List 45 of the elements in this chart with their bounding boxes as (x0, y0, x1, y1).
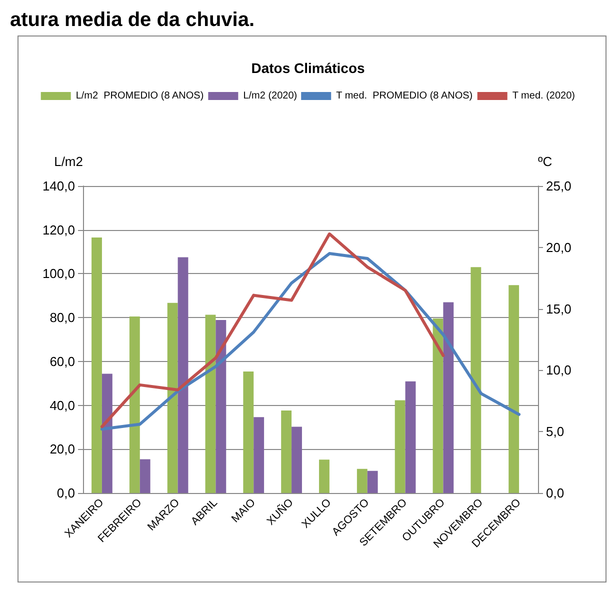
legend-label: L/m2 PROMEDIO (8 ANOS) (76, 90, 204, 102)
y2-tick-label: 5,0 (546, 424, 564, 440)
bar (432, 318, 444, 493)
bar (367, 470, 378, 493)
y-tick-label: 140,0 (42, 178, 75, 194)
bar (254, 417, 264, 493)
line-series (100, 252, 521, 431)
legend-label: T med. PROMEDIO (8 ANOS) (336, 90, 473, 102)
bar (319, 460, 330, 493)
y-axis-title: L/m2 (54, 154, 83, 169)
bar (92, 238, 102, 493)
text: atura media de da chuvia. (10, 9, 255, 31)
y-tick-label: 100,0 (42, 266, 75, 282)
bar (281, 410, 292, 493)
y-tick-label: 20,0 (50, 442, 75, 457)
bar (129, 316, 140, 493)
bar (178, 257, 188, 493)
y-tick-label: 80,0 (50, 310, 75, 326)
bar (102, 374, 112, 493)
y2-tick-label: 0,0 (546, 486, 564, 500)
bar (405, 381, 416, 493)
bar (470, 267, 482, 493)
bar (216, 320, 226, 493)
y-tick-label: 60,0 (50, 354, 75, 369)
bar (443, 302, 454, 493)
chart-title: Datos Climáticos (251, 60, 366, 76)
bar (292, 426, 302, 493)
bar (508, 285, 520, 493)
y2-tick-label: 20,0 (546, 240, 572, 255)
bar (356, 468, 368, 493)
bar (394, 400, 406, 493)
line-series (100, 232, 445, 428)
bar (205, 314, 216, 493)
y-tick-label: 120,0 (42, 222, 75, 238)
legend-label: L/m2 (2020) (243, 90, 298, 102)
bar (243, 372, 254, 493)
y2-tick-label: 10,0 (546, 362, 572, 378)
legend-label: T med. (2020) (512, 90, 575, 102)
bar (167, 302, 178, 493)
y2-tick-label: 25,0 (546, 178, 572, 194)
y2-tick-label: 15,0 (546, 301, 572, 316)
y-tick-label: 40,0 (50, 398, 75, 413)
y-tick-label: 0,0 (56, 486, 75, 500)
bar (140, 459, 150, 493)
y2-axis-title: ºC (538, 154, 552, 169)
